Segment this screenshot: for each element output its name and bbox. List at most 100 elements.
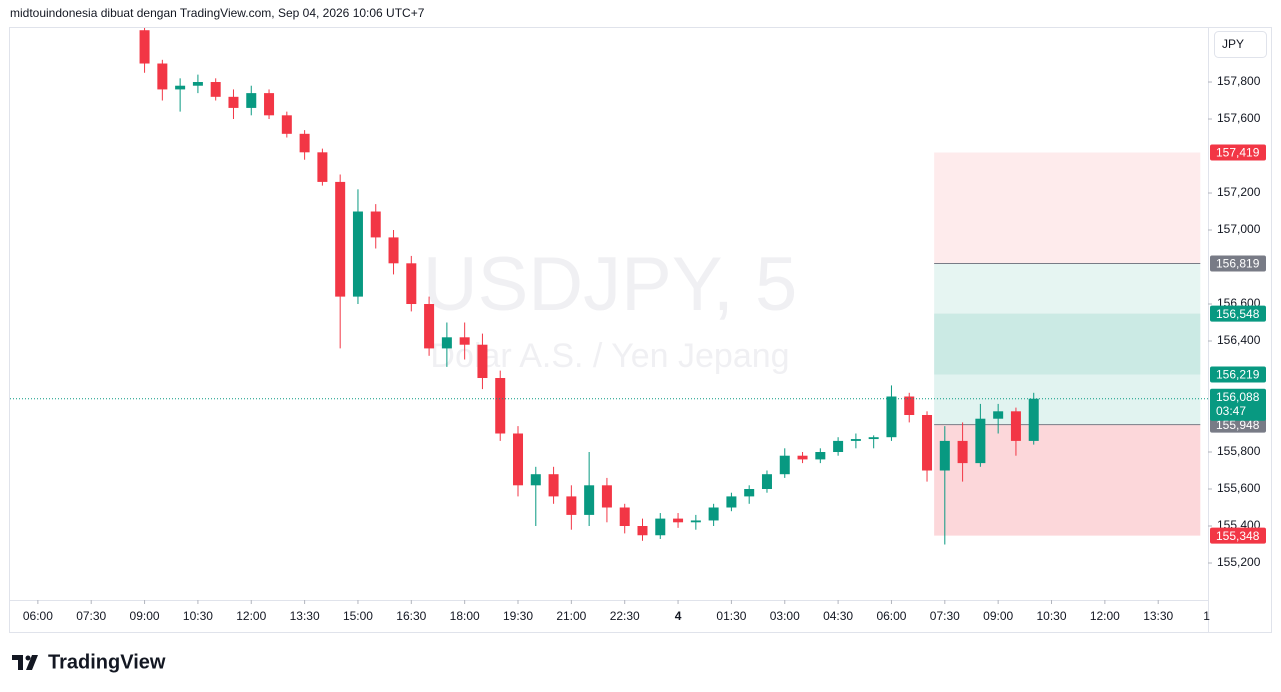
candle-body bbox=[673, 518, 684, 523]
x-tick-label: 04:30 bbox=[823, 609, 853, 623]
watermark-subtitle: Dolar A.S. / Yen Jepang bbox=[430, 337, 789, 375]
candle-body bbox=[655, 518, 666, 536]
price-label: 155,348 bbox=[1216, 529, 1260, 543]
candle-body bbox=[619, 507, 630, 527]
header: midtouindonesia dibuat dengan TradingVie… bbox=[10, 6, 425, 20]
candle-body bbox=[601, 485, 612, 508]
candle-body bbox=[459, 337, 470, 345]
stop-zone bbox=[934, 424, 1201, 536]
candle-body bbox=[708, 507, 719, 521]
candle-body bbox=[370, 211, 381, 238]
x-tick-label: 10:30 bbox=[183, 609, 213, 623]
price-label-bg bbox=[1210, 527, 1266, 544]
candle-body bbox=[797, 455, 808, 460]
price-label: 157,419 bbox=[1216, 146, 1260, 160]
candle-body bbox=[761, 474, 772, 490]
candle-body bbox=[513, 433, 524, 486]
candle-body bbox=[993, 411, 1004, 419]
candle-body bbox=[584, 485, 595, 515]
x-tick-label: 13:30 bbox=[1143, 609, 1173, 623]
candle-body bbox=[299, 133, 310, 153]
candle-body bbox=[939, 440, 950, 471]
x-tick-label: 06:00 bbox=[876, 609, 906, 623]
price-label-bg bbox=[1210, 305, 1266, 322]
target-zone bbox=[934, 313, 1201, 425]
candle-body bbox=[228, 96, 239, 108]
watermark-title: USDJPY, 5 bbox=[423, 242, 798, 327]
stop-zone bbox=[934, 152, 1201, 264]
footer-logo-text: TradingView bbox=[48, 651, 166, 673]
y-tick-label: 157,800 bbox=[1217, 74, 1261, 88]
target-zone bbox=[934, 263, 1201, 375]
x-tick-label: 12:00 bbox=[236, 609, 266, 623]
x-tick-label: 01:30 bbox=[716, 609, 746, 623]
logo bbox=[12, 655, 38, 670]
x-tick-label: 07:30 bbox=[76, 609, 106, 623]
candle-body bbox=[495, 378, 506, 434]
price-label: 156,548 bbox=[1216, 307, 1260, 321]
candle-body bbox=[833, 440, 844, 453]
candle-body bbox=[868, 437, 879, 440]
candle-body bbox=[975, 418, 986, 464]
x-tick-label: 12:00 bbox=[1090, 609, 1120, 623]
candle-body bbox=[815, 452, 826, 460]
candle-body bbox=[744, 489, 755, 497]
y-tick-label: 157,200 bbox=[1217, 185, 1261, 199]
x-tick-label: 22:30 bbox=[610, 609, 640, 623]
x-tick-label: 21:00 bbox=[556, 609, 586, 623]
candle-body bbox=[957, 440, 968, 464]
x-tick-label: 4 bbox=[675, 609, 682, 623]
candle-body bbox=[139, 30, 150, 64]
x-tick-label: 09:00 bbox=[983, 609, 1013, 623]
candle-body bbox=[335, 181, 346, 297]
candle-body bbox=[726, 496, 737, 508]
candle-body bbox=[530, 474, 541, 486]
candle-body bbox=[850, 439, 861, 441]
x-tick-label: 18:00 bbox=[450, 609, 480, 623]
last-price-label: 156,088 bbox=[1216, 390, 1260, 404]
candle-body bbox=[281, 115, 292, 134]
candle-body bbox=[1010, 411, 1021, 441]
candle-body bbox=[690, 520, 701, 523]
y-tick-label: 155,600 bbox=[1217, 481, 1261, 495]
candle-body bbox=[922, 415, 933, 471]
candle-body bbox=[566, 496, 577, 515]
x-tick-label: 06:00 bbox=[23, 609, 53, 623]
candle-body bbox=[548, 474, 559, 497]
y-tick-label: 155,200 bbox=[1217, 555, 1261, 569]
x-tick-label: 10:30 bbox=[1036, 609, 1066, 623]
x-tick-label: 16:30 bbox=[396, 609, 426, 623]
currency-button[interactable] bbox=[1214, 31, 1267, 58]
chart-frame bbox=[9, 27, 1272, 633]
y-tick-label: 156,400 bbox=[1217, 333, 1261, 347]
x-tick-label: 15:00 bbox=[343, 609, 373, 623]
candle-body bbox=[886, 396, 897, 438]
x-tick-label: 19:30 bbox=[503, 609, 533, 623]
price-label: 156,219 bbox=[1216, 368, 1260, 382]
price-label-bg bbox=[1210, 144, 1266, 161]
candle-body bbox=[637, 526, 648, 536]
y-tick-label: 157,000 bbox=[1217, 222, 1261, 236]
logo-dot bbox=[25, 655, 31, 661]
x-tick-label: 15: bbox=[1203, 609, 1220, 623]
candle-body bbox=[210, 82, 221, 97]
candle-body bbox=[246, 93, 257, 108]
y-tick-label: 157,600 bbox=[1217, 111, 1261, 125]
last-price-bg bbox=[1210, 388, 1266, 421]
price-label: 156,819 bbox=[1216, 257, 1260, 271]
candle-body bbox=[1028, 398, 1039, 441]
x-tick-label: 03:00 bbox=[770, 609, 800, 623]
candle-body bbox=[352, 211, 363, 297]
candle-body bbox=[904, 396, 915, 416]
countdown: 03:47 bbox=[1216, 404, 1246, 418]
candle-body bbox=[424, 304, 435, 349]
candle-body bbox=[477, 344, 488, 379]
price-label: 155,948 bbox=[1216, 418, 1260, 432]
logo-icon bbox=[12, 655, 38, 670]
price-label-bg bbox=[1210, 255, 1266, 272]
x-tick-label: 07:30 bbox=[930, 609, 960, 623]
currency-label[interactable]: JPY bbox=[1222, 37, 1244, 51]
y-tick-label: 155,800 bbox=[1217, 444, 1261, 458]
